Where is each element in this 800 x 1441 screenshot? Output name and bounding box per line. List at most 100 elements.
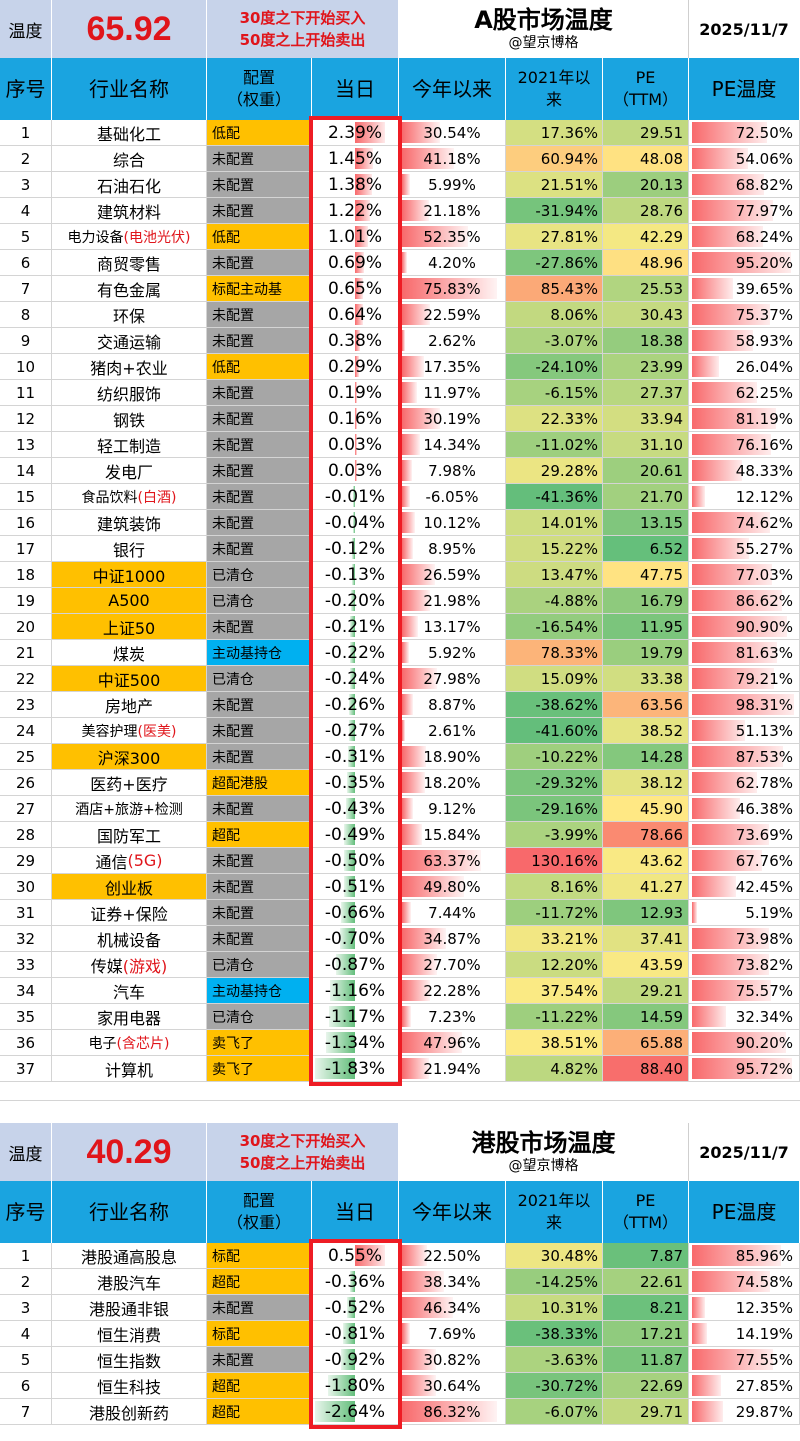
author-handle: @望京博格	[508, 35, 579, 51]
industry-name: 港股通非银	[52, 1295, 207, 1321]
allocation-tag: 未配置	[207, 900, 312, 926]
pe-temperature-value: 68.24%	[735, 227, 793, 246]
industry-name-text: 港股创新药	[88, 1403, 169, 1423]
ytd-change: 21.94%	[399, 1056, 506, 1082]
daily-change-bar	[349, 720, 355, 741]
daily-change-bar	[355, 382, 358, 403]
industry-name-text: 港股通高股息	[80, 1247, 177, 1267]
table-row: 20 上证50 未配置 -0.21% 13.17% -16.54% 11.95 90.90%	[0, 614, 800, 640]
ytd-change-bar	[402, 1401, 497, 1422]
since-2021-change: -3.63%	[506, 1347, 603, 1373]
daily-change: -0.92%	[312, 1347, 399, 1373]
since-2021-change: 15.22%	[506, 536, 603, 562]
ytd-change: 18.20%	[399, 770, 506, 796]
daily-change-value: -1.80%	[324, 1375, 386, 1396]
industry-name-text: 石油石化	[96, 176, 161, 196]
industry-name: 中证1000	[52, 562, 207, 588]
pe-temperature-bar	[692, 486, 705, 507]
pe-temperature: 58.93%	[689, 328, 800, 354]
allocation-tag: 卖飞了	[207, 1030, 312, 1056]
industry-name: 综合	[52, 146, 207, 172]
pe-temperature-value: 75.37%	[735, 305, 793, 324]
row-index: 17	[0, 536, 52, 562]
ytd-change-value: 75.83%	[423, 279, 481, 298]
pe-ttm: 48.96	[603, 250, 689, 276]
ytd-change: -6.05%	[399, 484, 506, 510]
allocation-tag: 未配置	[207, 380, 312, 406]
since-2021-change: 37.54%	[506, 978, 603, 1004]
ytd-change-bar	[402, 668, 438, 689]
pe-ttm: 13.15	[603, 510, 689, 536]
ytd-change-bar	[402, 1271, 445, 1292]
ytd-change-bar	[402, 122, 441, 143]
daily-change-bar	[349, 694, 355, 715]
daily-change: -0.81%	[312, 1321, 399, 1347]
ytd-change-value: 46.34%	[423, 1298, 481, 1317]
row-index: 35	[0, 1004, 52, 1030]
since-2021-change: 13.47%	[506, 562, 603, 588]
table-row: 2 港股汽车 超配 -0.36% 38.34% -14.25% 22.61 74.58%	[0, 1269, 800, 1295]
allocation-tag: 未配置	[207, 796, 312, 822]
ytd-change-bar	[402, 1375, 436, 1396]
ytd-change-value: 7.23%	[428, 1007, 476, 1026]
table-row: 33 传媒 (游戏) 已清仓 -0.87% 27.70% 12.20% 43.59 73.82%	[0, 952, 800, 978]
pe-temperature: 62.78%	[689, 770, 800, 796]
ytd-change: 30.19%	[399, 406, 506, 432]
daily-change-value: 1.01%	[327, 226, 382, 247]
industry-name-text: 通信	[95, 852, 128, 872]
since-2021-change: -10.22%	[506, 744, 603, 770]
row-index: 26	[0, 770, 52, 796]
since-2021-change: -3.07%	[506, 328, 603, 354]
since-2021-change: -27.86%	[506, 250, 603, 276]
table-row: 1 基础化工 低配 2.39% 30.54% 17.36% 29.51 72.50%	[0, 120, 800, 146]
pe-temperature-value: 14.19%	[735, 1324, 793, 1343]
daily-change-value: -0.92%	[324, 1349, 386, 1370]
industry-name: 上证50	[52, 614, 207, 640]
row-index: 18	[0, 562, 52, 588]
ytd-change-bar	[402, 382, 417, 403]
ytd-change: 4.20%	[399, 250, 506, 276]
row-index: 27	[0, 796, 52, 822]
daily-change-bar	[349, 1271, 355, 1292]
pe-ttm: 23.99	[603, 354, 689, 380]
ytd-change-bar	[402, 954, 437, 975]
since-2021-change: -41.60%	[506, 718, 603, 744]
ytd-change-bar	[402, 824, 422, 845]
daily-change-value: 0.69%	[327, 252, 382, 273]
industry-name-text: 商贸零售	[96, 254, 161, 274]
ytd-change: 52.35%	[399, 224, 506, 250]
ytd-change-value: 30.54%	[423, 123, 481, 142]
industry-name: 恒生消费	[52, 1321, 207, 1347]
table-row: 4 建筑材料 未配置 1.22% 21.18% -31.94% 28.76 77.97%	[0, 198, 800, 224]
since-2021-change: 14.01%	[506, 510, 603, 536]
since-2021-change: -41.36%	[506, 484, 603, 510]
ytd-change-value: 30.82%	[423, 1350, 481, 1369]
market-title-block: 港股市场温度 @望京博格	[399, 1123, 689, 1181]
ytd-change-value: 49.80%	[423, 877, 481, 896]
pe-temperature-value: 72.50%	[735, 123, 793, 142]
ytd-change-value: 7.69%	[428, 1324, 476, 1343]
since-2021-change: 30.48%	[506, 1243, 603, 1269]
allocation-tag: 未配置	[207, 926, 312, 952]
ytd-change-bar	[402, 928, 446, 949]
pe-temperature-value: 76.16%	[735, 435, 793, 454]
pe-ttm: 6.52	[603, 536, 689, 562]
industry-name: 恒生指数	[52, 1347, 207, 1373]
row-index: 30	[0, 874, 52, 900]
allocation-tag: 已清仓	[207, 562, 312, 588]
daily-change-value: 0.03%	[327, 460, 382, 481]
pe-ttm: 14.59	[603, 1004, 689, 1030]
table-row: 10 猪肉+农业 低配 0.29% 17.35% -24.10% 23.99 26.04%	[0, 354, 800, 380]
pe-temperature-bar	[692, 902, 698, 923]
daily-change-value: 1.45%	[327, 148, 382, 169]
pe-ttm: 28.76	[603, 198, 689, 224]
pe-ttm: 43.59	[603, 952, 689, 978]
industry-name-text: 上证50	[102, 618, 156, 638]
daily-change-bar	[355, 174, 373, 195]
row-index: 23	[0, 692, 52, 718]
industry-name-text: 电子	[88, 1035, 117, 1052]
industry-name: 沪深300	[52, 744, 207, 770]
pe-temperature-value: 39.65%	[735, 279, 793, 298]
ytd-change-value: 21.98%	[423, 591, 481, 610]
allocation-tag: 低配	[207, 224, 312, 250]
